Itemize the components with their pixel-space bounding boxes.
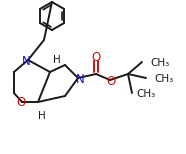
Text: CH₃: CH₃	[136, 89, 155, 99]
Text: O: O	[106, 75, 116, 87]
Text: CH₃: CH₃	[150, 58, 169, 68]
Text: O: O	[16, 97, 26, 109]
Text: H: H	[53, 55, 61, 65]
Text: N: N	[76, 73, 84, 85]
Text: N: N	[22, 55, 30, 67]
Text: H: H	[38, 111, 46, 121]
Text: CH₃: CH₃	[154, 74, 173, 84]
Text: O: O	[91, 51, 101, 63]
